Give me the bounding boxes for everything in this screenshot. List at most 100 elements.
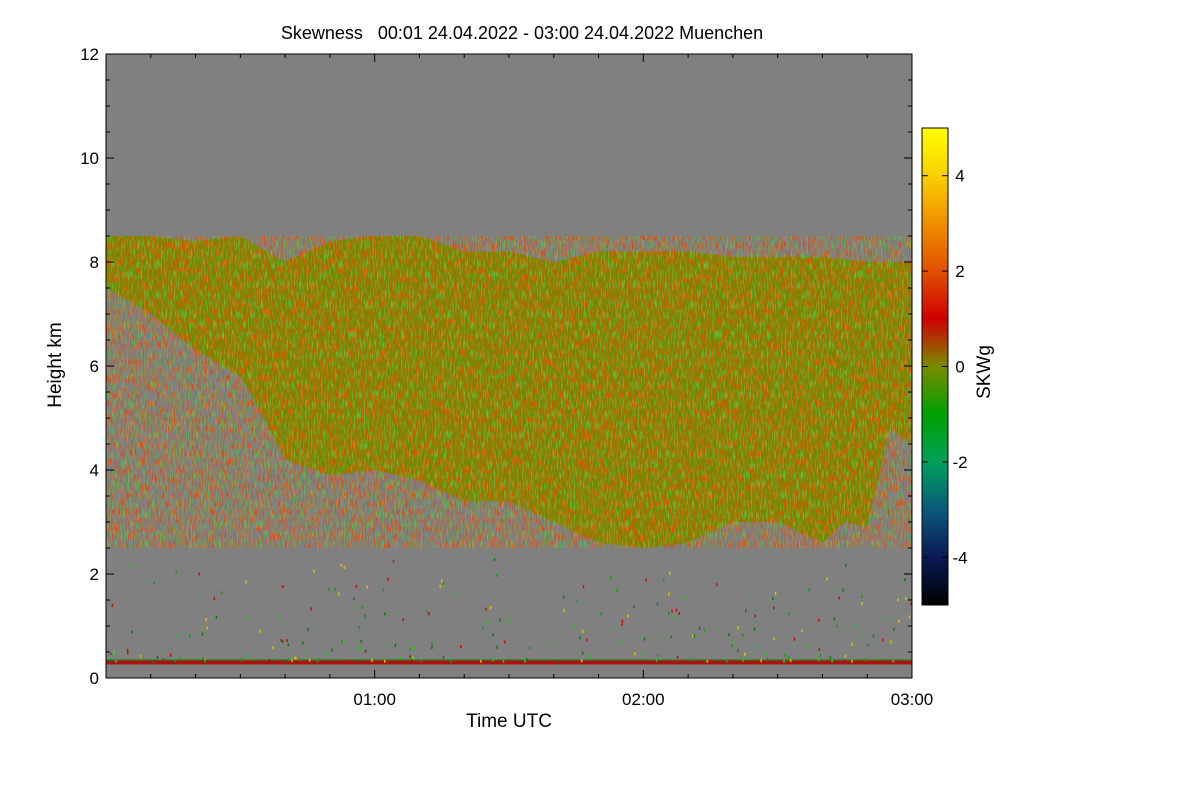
noise-dot [737, 649, 739, 653]
noise-dot [206, 626, 208, 630]
noise-dot [888, 616, 891, 620]
x-axis-label: Time UTC [466, 711, 552, 732]
noise-dot [180, 657, 182, 661]
noise-dot [496, 645, 498, 649]
noise-dot [892, 659, 894, 663]
noise-dot [116, 658, 119, 662]
noise-dot [716, 583, 718, 587]
noise-dot [829, 656, 832, 660]
noise-dot [793, 637, 796, 641]
noise-dot [908, 615, 911, 619]
noise-dot [213, 597, 216, 601]
noise-dot [619, 640, 621, 644]
noise-dot [366, 585, 368, 589]
noise-dot [692, 634, 694, 638]
noise-dot [754, 614, 757, 618]
noise-dot [773, 637, 775, 641]
noise-dot [838, 596, 840, 600]
noise-dot [482, 627, 484, 630]
noise-dot [851, 659, 853, 663]
noise-dot [131, 630, 133, 634]
noise-dot [410, 657, 413, 661]
colorbar-tick-label: -4 [952, 548, 967, 567]
noise-dot [441, 579, 443, 583]
noise-dot [609, 576, 612, 580]
noise-dot [287, 643, 290, 647]
surface-band-edge [106, 659, 912, 661]
noise-dot [358, 659, 361, 663]
noise-dot [734, 642, 736, 646]
noise-dot [259, 629, 261, 633]
noise-dot [504, 659, 507, 663]
noise-dot [703, 628, 705, 632]
noise-dot [890, 640, 892, 644]
noise-dot [783, 659, 785, 663]
noise-dot [674, 615, 676, 619]
y-tick-label: 10 [80, 149, 99, 168]
noise-dot [431, 642, 433, 646]
noise-dot [616, 589, 618, 593]
noise-dot [361, 606, 364, 610]
noise-dot [247, 654, 249, 658]
noise-dot [371, 658, 373, 662]
noise-dot [313, 569, 315, 573]
noise-dot [774, 592, 777, 595]
noise-dot [581, 651, 584, 655]
noise-dot [875, 656, 877, 660]
noise-dot [663, 578, 665, 582]
noise-dot [698, 626, 701, 630]
noise-dot [409, 647, 412, 651]
noise-dot [295, 656, 297, 660]
noise-dot [431, 646, 433, 649]
noise-dot [582, 629, 584, 633]
surface-layer [106, 659, 912, 665]
colorbar-tick-label: 2 [955, 262, 964, 281]
noise-dot [358, 625, 360, 629]
noise-dot [750, 651, 753, 655]
colorbar-axis: 4 2 0 -2 -4 [922, 167, 968, 567]
noise-dot [645, 578, 647, 582]
noise-dot [131, 564, 133, 568]
noise-dot [302, 641, 304, 645]
noise-dot [589, 654, 591, 658]
noise-dot [175, 570, 177, 574]
noise-dot [614, 637, 617, 641]
noise-dot [844, 659, 847, 663]
noise-dot [742, 658, 744, 662]
noise-dot [338, 592, 340, 596]
noise-dot [387, 577, 389, 581]
noise-dot [509, 614, 511, 618]
noise-dot [818, 648, 821, 651]
noise-dot [173, 659, 176, 663]
noise-dot [836, 624, 838, 628]
noise-dot [860, 633, 863, 637]
noise-dot [788, 655, 790, 659]
x-tick-label: 01:00 [353, 690, 396, 709]
noise-dot [750, 593, 753, 597]
noise-dot [524, 659, 526, 663]
noise-dot [399, 656, 402, 660]
noise-dot [152, 659, 154, 663]
chart-title: Skewness 00:01 24.04.2022 - 03:00 24.04.… [281, 23, 763, 43]
noise-dot [221, 590, 223, 594]
noise-dot [382, 588, 385, 592]
noise-dot [585, 638, 588, 642]
noise-dot [409, 655, 411, 659]
noise-dot [861, 595, 863, 599]
noise-dot [487, 619, 490, 623]
noise-dot [341, 640, 343, 644]
noise-dot [563, 608, 565, 612]
noise-dot [818, 618, 820, 622]
noise-dot [866, 643, 869, 647]
noise-dot [489, 606, 492, 609]
noise-dot [773, 606, 775, 610]
noise-dot [303, 649, 305, 653]
noise-dot [904, 599, 907, 602]
colorbar-tick-label: -2 [952, 453, 967, 472]
noise-dot [316, 659, 318, 663]
noise-dot [277, 615, 280, 619]
noise-dot [582, 585, 585, 589]
noise-dot [364, 649, 367, 653]
noise-dot [675, 608, 678, 612]
noise-dot [326, 652, 328, 656]
